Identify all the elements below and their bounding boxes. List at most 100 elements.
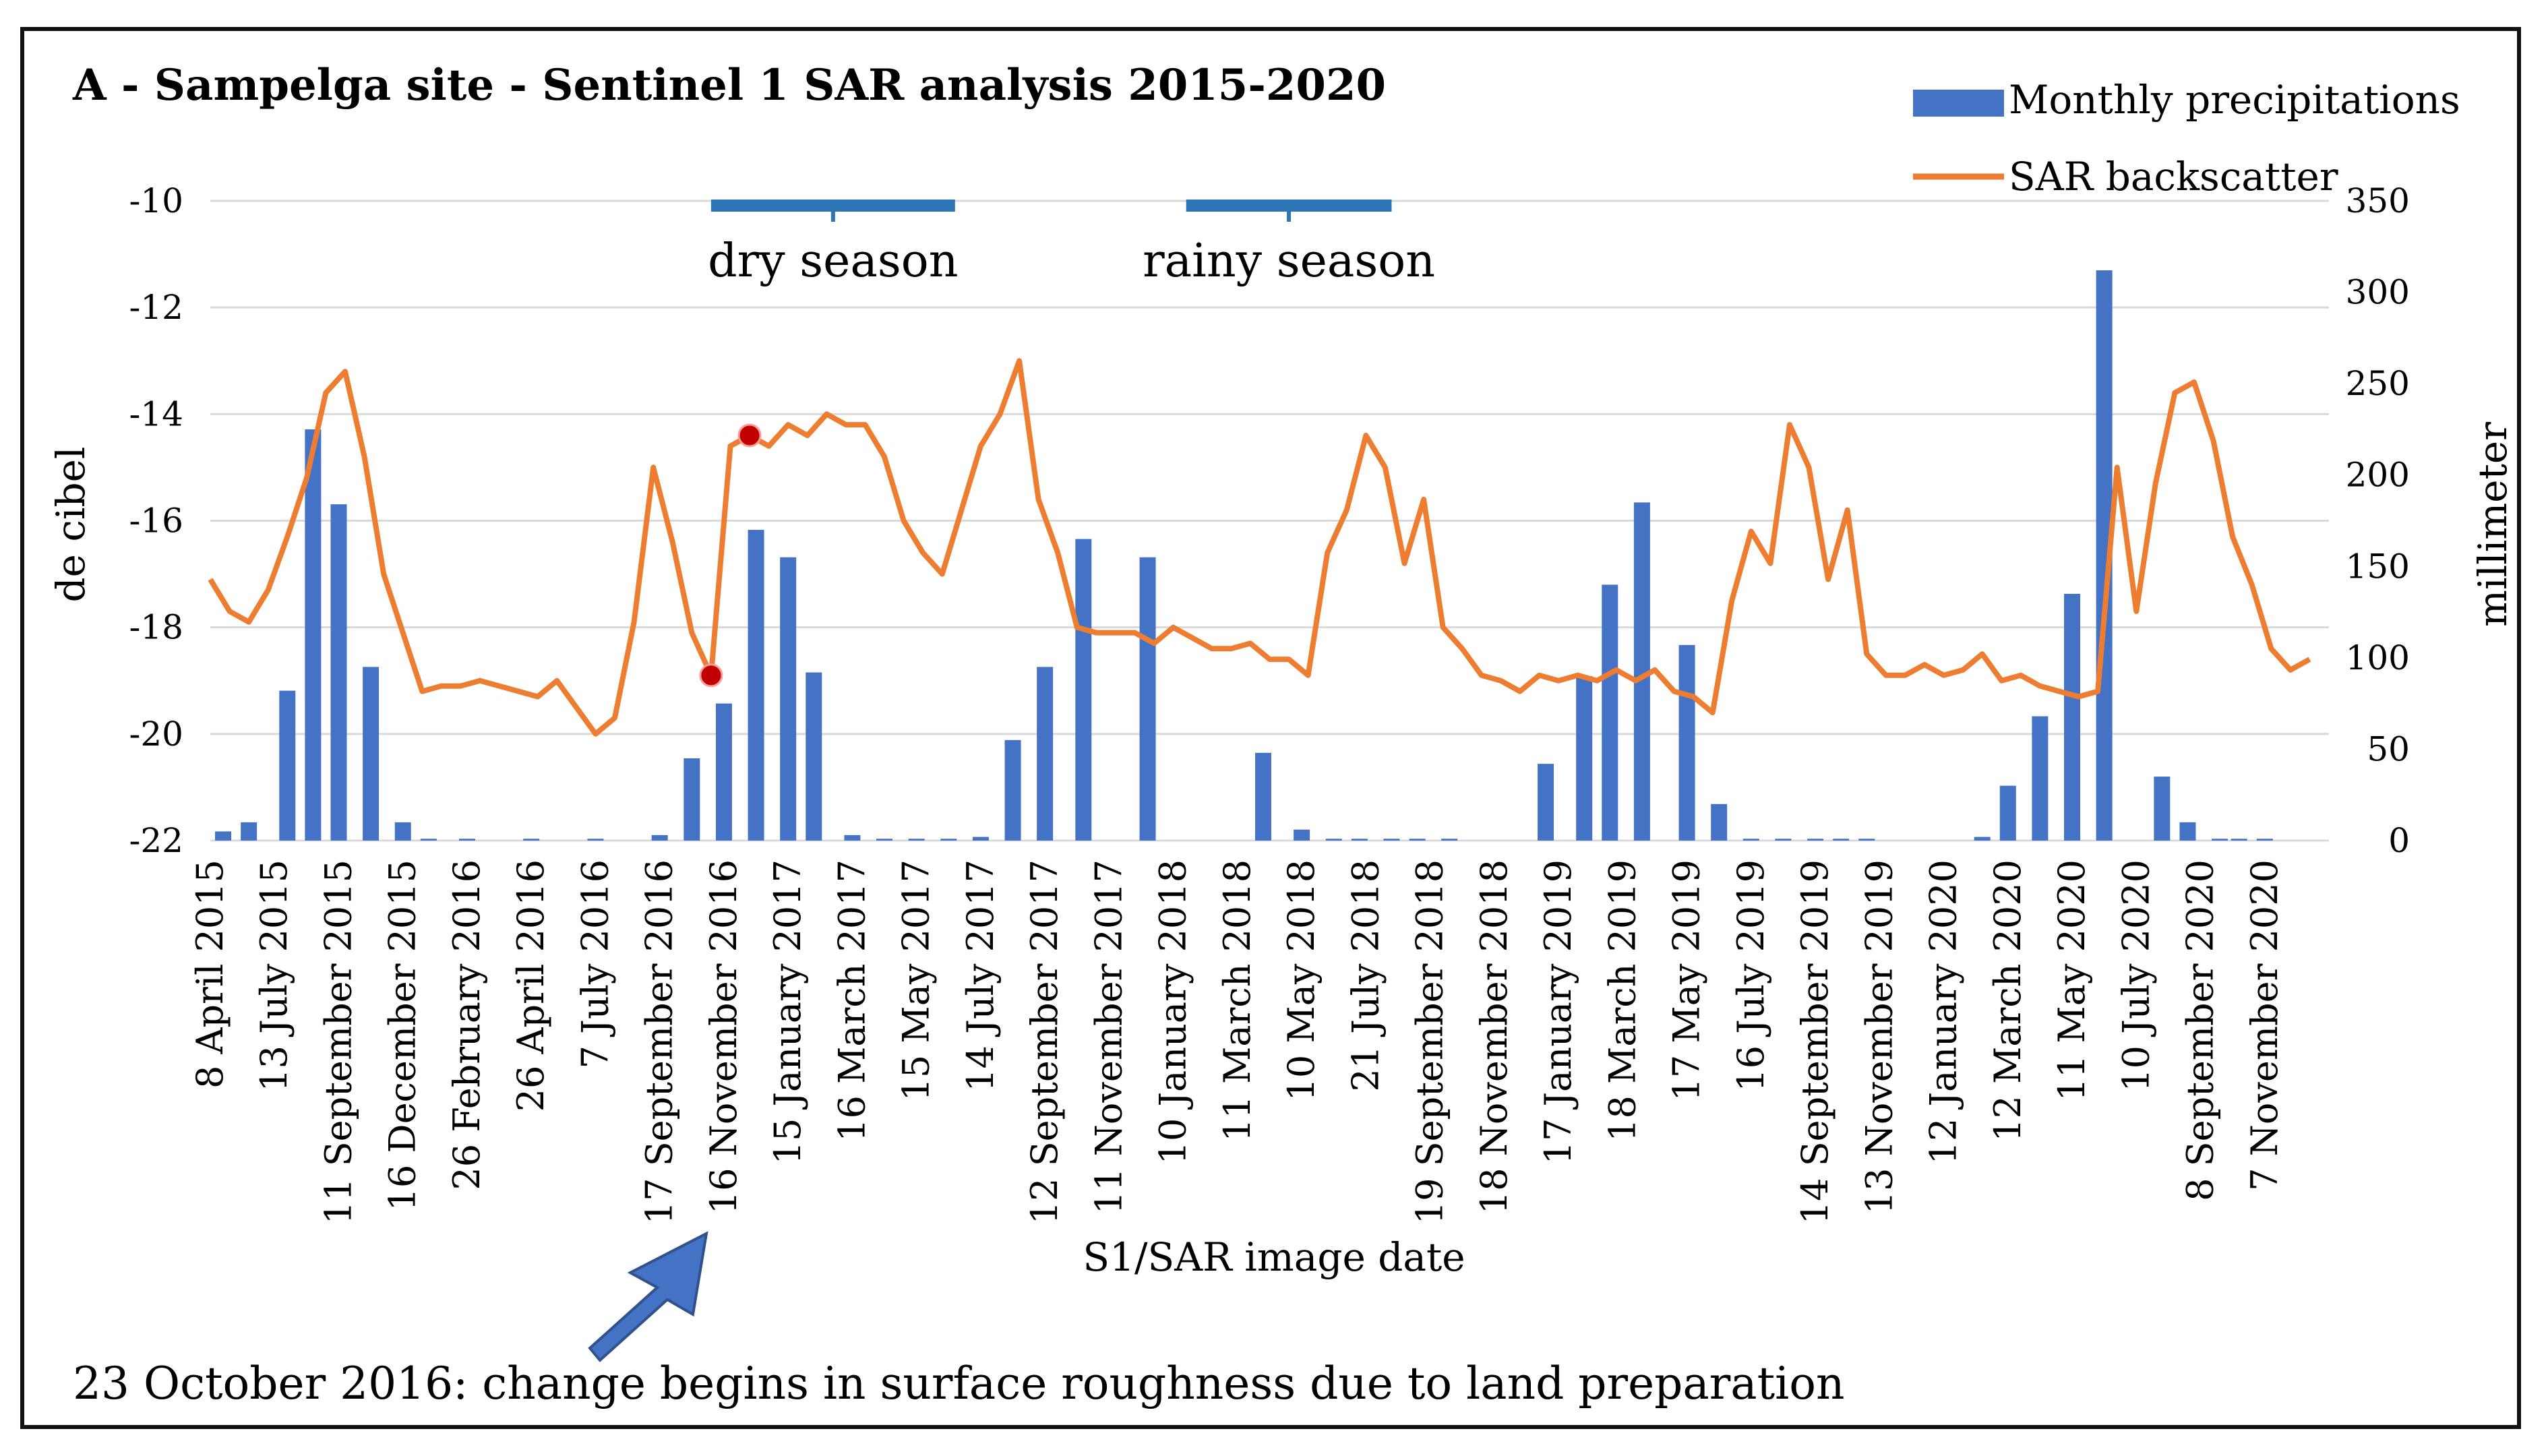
precipitation-bar <box>330 504 347 841</box>
x-tick-label: 11 September 2015 <box>317 859 359 1224</box>
x-tick-label: 15 May 2017 <box>895 859 938 1101</box>
precipitation-bar <box>1075 539 1092 841</box>
precipitation-bar <box>1037 667 1054 841</box>
precipitation-bar <box>363 667 380 841</box>
x-tick-label: 12 March 2020 <box>1986 859 2029 1142</box>
precipitation-bar <box>748 530 764 841</box>
y-left-tick-label: -22 <box>129 821 183 860</box>
y-right-tick-label: 150 <box>2346 547 2410 586</box>
y-right-tick-label: 200 <box>2346 456 2410 495</box>
precipitation-bar <box>1576 675 1593 841</box>
x-tick-label: 17 September 2016 <box>638 859 681 1224</box>
y-axis-left-label: de cibel <box>48 447 94 603</box>
y-right-tick-label: 100 <box>2346 638 2410 677</box>
precipitation-bar <box>684 758 700 841</box>
x-tick-label: 14 July 2017 <box>959 859 1002 1092</box>
x-tick-label: 16 July 2019 <box>1730 859 1772 1092</box>
precipitation-bar <box>651 835 668 841</box>
x-tick-label: 8 September 2020 <box>2179 859 2222 1201</box>
precipitation-bar <box>279 690 296 841</box>
x-tick-label: 7 November 2020 <box>2243 859 2286 1191</box>
x-tick-label: 16 December 2015 <box>382 859 424 1211</box>
precipitation-bar <box>420 839 437 841</box>
precipitation-bar <box>1004 739 1021 841</box>
sar-backscatter-line-group <box>208 358 2311 737</box>
x-tick-label: 18 March 2019 <box>1601 859 1643 1142</box>
precipitation-bar <box>1858 839 1875 841</box>
precipitation-bar <box>1383 839 1400 841</box>
x-tick-label: 11 November 2017 <box>1087 859 1130 1214</box>
x-axis-ticks: 8 April 2015 13 July 2015 11 September 201… <box>189 859 2286 1224</box>
x-tick-label: 13 July 2015 <box>253 859 295 1092</box>
y-left-tick-label: -12 <box>129 288 183 327</box>
precipitation-bar <box>241 822 257 841</box>
precipitation-bar <box>2212 839 2228 841</box>
precipitation-bar <box>1538 764 1554 841</box>
precipitation-bar <box>2231 839 2247 841</box>
x-tick-label: 15 January 2017 <box>766 859 809 1164</box>
y-left-tick-label: -10 <box>129 181 183 220</box>
precipitation-bar <box>394 822 411 841</box>
y-right-tick-label: 250 <box>2346 364 2410 403</box>
precipitation-bar <box>844 835 861 841</box>
legend-label-precipitation: Monthly precipitations <box>2009 77 2460 123</box>
x-tick-label: 10 May 2018 <box>1280 859 1323 1101</box>
legend-swatch-precipitation <box>1913 90 2004 117</box>
y-axis-right-label: millimeter <box>2470 422 2516 627</box>
right-axis-ticks: 350 300 250 200 150 100 50 0 <box>2346 181 2410 860</box>
season-label: rainy season <box>1143 235 1435 288</box>
figure-frame <box>20 27 2521 1429</box>
precipitation-bar <box>1325 839 1342 841</box>
season-markers: dry season rainy season <box>708 200 1435 288</box>
precipitation-bar <box>1441 839 1458 841</box>
precipitation-bar <box>305 429 322 841</box>
precipitation-bar <box>1711 803 1728 841</box>
x-tick-label: 16 November 2016 <box>702 859 745 1214</box>
precipitation-bar <box>1254 752 1271 841</box>
precipitation-bar <box>1294 829 1310 841</box>
y-left-tick-label: -20 <box>129 715 183 754</box>
precipitation-bar <box>1602 584 1618 841</box>
x-tick-label: 18 November 2018 <box>1473 859 1515 1214</box>
y-right-tick-label: 0 <box>2388 821 2410 860</box>
x-tick-label: 26 February 2016 <box>446 859 488 1190</box>
x-tick-label: 16 March 2017 <box>830 859 873 1142</box>
precipitation-bar <box>780 557 797 841</box>
chart-title: A - Sampelga site - Sentinel 1 SAR analy… <box>72 60 1386 111</box>
x-tick-label: 14 September 2019 <box>1794 859 1836 1224</box>
annotation-arrow-icon <box>588 1231 708 1362</box>
x-tick-label: 19 September 2018 <box>1409 859 1451 1224</box>
y-right-tick-label: 50 <box>2367 729 2410 768</box>
legend-label-sar: SAR backscatter <box>2009 154 2338 200</box>
precipitation-bar <box>806 672 822 841</box>
precipitation-bar <box>1409 839 1426 841</box>
precipitation-bar <box>1974 837 1991 841</box>
precipitation-bar <box>972 837 989 841</box>
y-left-tick-label: -18 <box>129 608 183 647</box>
precipitation-bar <box>2032 716 2049 841</box>
x-tick-label: 7 July 2016 <box>574 859 616 1068</box>
x-tick-label: 8 April 2015 <box>189 859 231 1089</box>
precipitation-bar <box>908 839 925 841</box>
annotation-text: 23 October 2016: change begins in surfac… <box>73 1358 1845 1409</box>
precipitation-bar <box>1678 644 1695 841</box>
left-axis-ticks: -10 -12 -14 -16 -18 -20 -22 <box>129 181 183 860</box>
precipitation-bar <box>715 703 732 841</box>
precipitation-bar <box>1775 839 1792 841</box>
highlight-point <box>737 423 762 448</box>
x-tick-label: 12 January 2020 <box>1922 859 1965 1164</box>
precipitation-bar <box>2179 822 2196 841</box>
precipitation-bar <box>1807 839 1824 841</box>
x-tick-label: 10 January 2018 <box>1152 859 1194 1164</box>
precipitation-bar <box>458 839 475 841</box>
x-tick-label: 21 July 2018 <box>1344 859 1387 1092</box>
precipitation-bars <box>215 270 2273 841</box>
x-tick-label: 17 January 2019 <box>1537 859 1579 1164</box>
y-left-tick-label: -14 <box>129 394 183 433</box>
sar-backscatter-line <box>208 358 2311 737</box>
x-tick-label: 10 July 2020 <box>2115 859 2157 1092</box>
precipitation-bar <box>1742 839 1759 841</box>
precipitation-bar <box>940 839 957 841</box>
x-tick-label: 13 November 2019 <box>1858 859 1900 1214</box>
